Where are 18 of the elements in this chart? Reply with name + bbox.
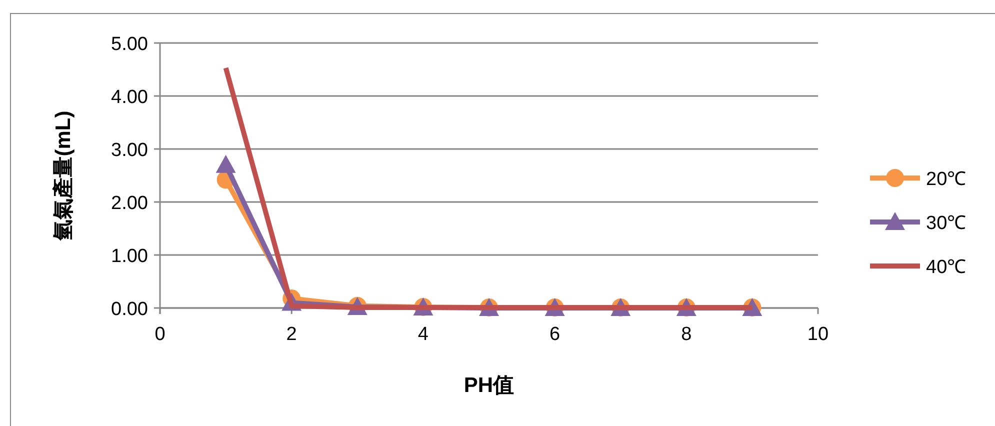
x-tick-label: 8: [681, 324, 692, 345]
y-tick-label: 2.00: [111, 193, 148, 214]
y-axis-title: 氫氣產量(mL): [52, 110, 75, 242]
x-tick-label: 10: [807, 324, 829, 345]
x-axis-title: PH值: [464, 374, 514, 397]
y-tick-label: 1.00: [111, 246, 148, 267]
x-tick-label: 6: [550, 324, 560, 345]
legend-label: 40℃: [926, 257, 966, 278]
legend-label: 20℃: [926, 169, 966, 190]
y-tick-label: 4.00: [111, 87, 148, 108]
x-tick-label: 0: [154, 324, 166, 345]
y-tick-label: 5.00: [111, 34, 148, 55]
x-tick-label: 4: [418, 324, 429, 345]
legend-label: 30℃: [926, 213, 966, 234]
y-tick-label: 0.00: [111, 299, 148, 320]
x-tick-label: 2: [286, 324, 297, 345]
y-tick-label: 3.00: [111, 140, 148, 161]
point: [216, 154, 236, 173]
